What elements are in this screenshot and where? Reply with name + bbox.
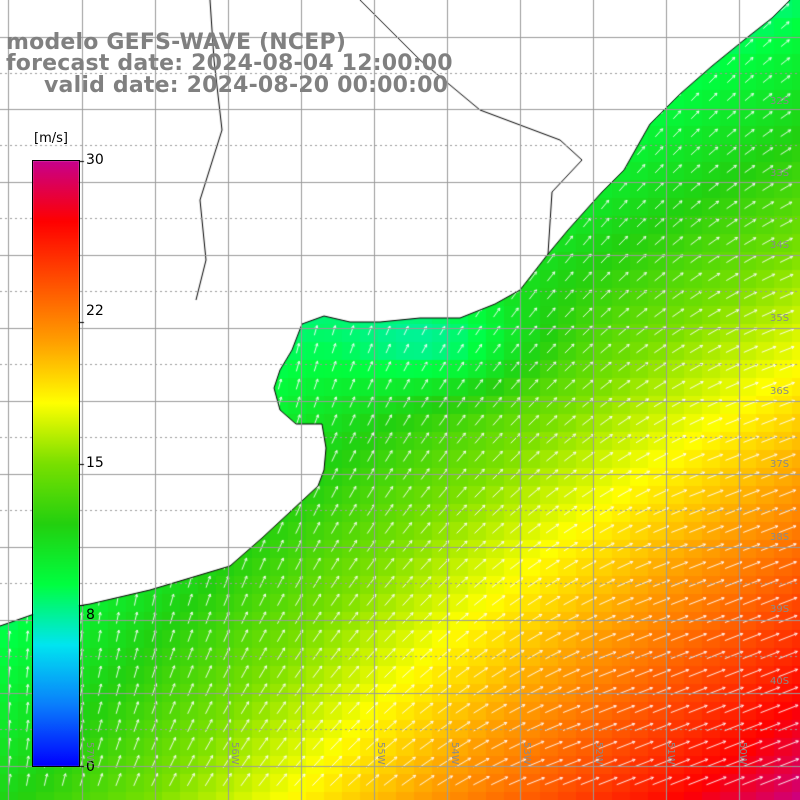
colorbar-tick-label: 15 — [86, 455, 104, 471]
longitude-label: 51W — [665, 742, 676, 765]
colorbar-tick-label: 8 — [86, 607, 95, 623]
colorbar-tick-label: 30 — [86, 152, 104, 168]
latitude-label: 37S — [770, 459, 790, 470]
colorbar-unit: [m/s] — [34, 131, 68, 146]
latitude-label: 34S — [770, 240, 790, 251]
latitude-label: 35S — [770, 313, 790, 324]
longitude-label: 56W — [229, 742, 240, 765]
longitude-label: 53W — [521, 742, 532, 765]
colorbar-tick-label: 0 — [86, 759, 95, 775]
longitude-label: 52W — [593, 742, 604, 765]
colorbar-tick-label: 22 — [86, 303, 104, 319]
latitude-label: 39S — [770, 604, 790, 615]
longitude-label: 54W — [449, 742, 460, 765]
valid-date: valid date: 2024-08-20 00:00:00 — [44, 73, 449, 98]
colorbar — [32, 160, 80, 767]
latitude-label: 32S — [770, 96, 790, 107]
latitude-label: 40S — [770, 676, 790, 687]
longitude-label: 50W — [737, 742, 748, 765]
latitude-label: 36S — [770, 386, 790, 397]
model-title: modelo GEFS-WAVE (NCEP) — [6, 30, 347, 55]
longitude-label: 57W — [84, 742, 95, 765]
latitude-label: 33S — [770, 168, 790, 179]
longitude-label: 55W — [375, 742, 386, 765]
forecast-date: forecast date: 2024-08-04 12:00:00 — [6, 51, 453, 76]
latitude-label: 38S — [770, 532, 790, 543]
